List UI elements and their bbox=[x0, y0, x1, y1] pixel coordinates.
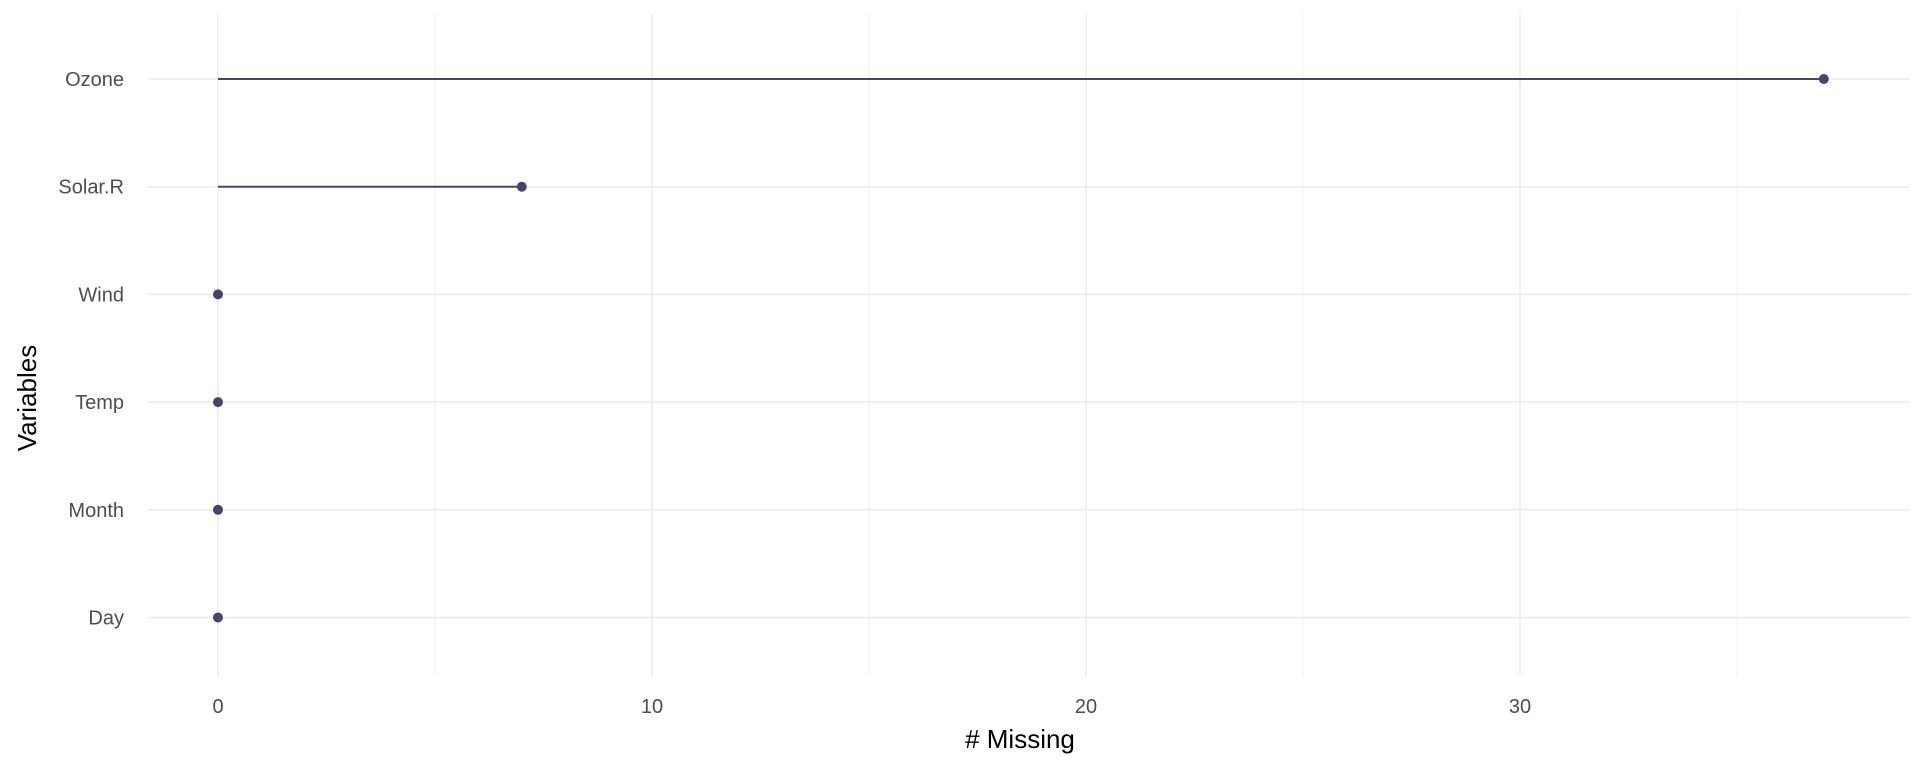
y-tick-label-day: Day bbox=[88, 608, 124, 630]
x-tick-label-0: 0 bbox=[212, 696, 223, 718]
grid-layer bbox=[148, 14, 1910, 676]
x-tick-label-10: 10 bbox=[641, 696, 663, 718]
x-tick-label-20: 20 bbox=[1075, 696, 1097, 718]
point-wind bbox=[213, 289, 223, 300]
marks-layer bbox=[213, 74, 1829, 623]
y-tick-label-wind: Wind bbox=[78, 284, 124, 306]
point-solar-r bbox=[516, 181, 527, 192]
y-tick-label-month: Month bbox=[68, 500, 124, 522]
point-ozone bbox=[1818, 74, 1829, 84]
x-tick-label-30: 30 bbox=[1509, 696, 1531, 718]
y-tick-label-temp: Temp bbox=[75, 392, 124, 414]
y-axis-title: Variables bbox=[12, 345, 42, 451]
y-tick-label-solar-r: Solar.R bbox=[58, 177, 124, 199]
point-day bbox=[213, 612, 223, 623]
labels-layer: Ozone Solar.R Wind Temp Month Day 0 10 20 30 bbox=[58, 69, 1531, 718]
point-temp bbox=[213, 397, 223, 408]
y-tick-label-ozone: Ozone bbox=[65, 69, 124, 91]
x-axis-title: # Missing bbox=[965, 724, 1075, 754]
point-month bbox=[213, 504, 223, 515]
